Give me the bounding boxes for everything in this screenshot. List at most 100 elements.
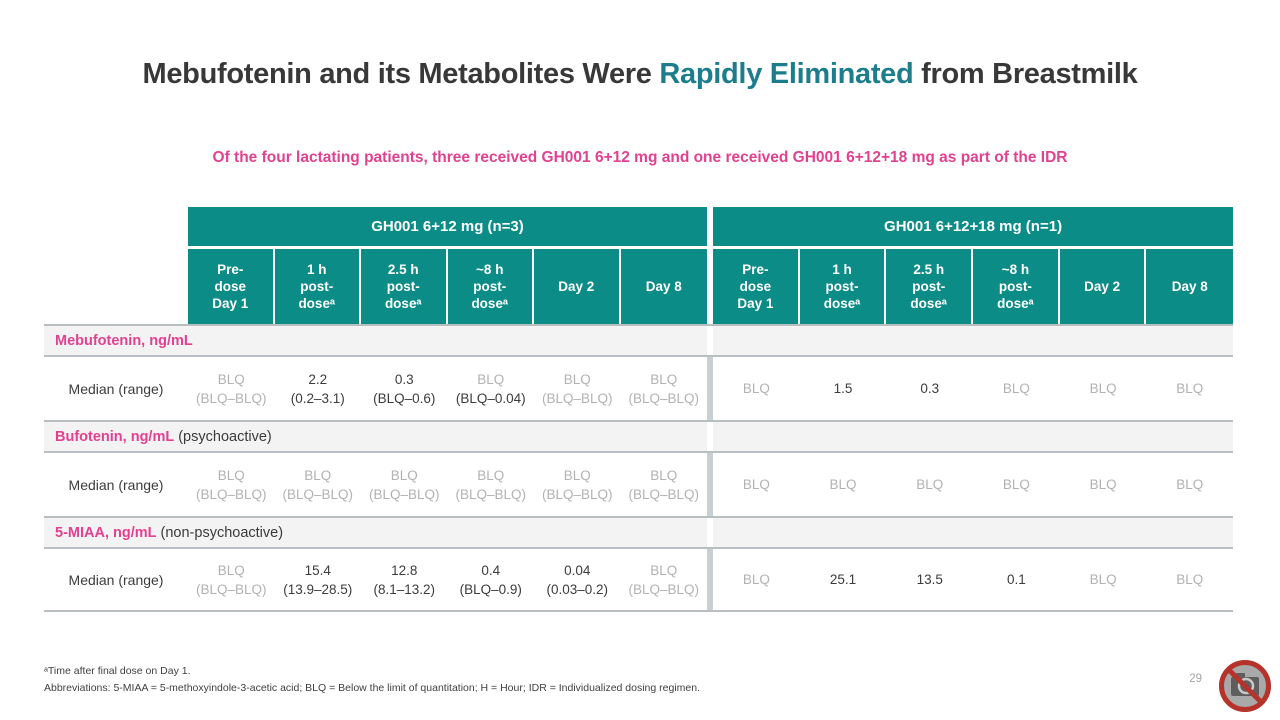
value-cell: 15.4 (13.9–28.5) <box>275 549 362 610</box>
footnote-line: ᵃTime after final dose on Day 1. <box>44 665 191 677</box>
value-cell: BLQ <box>1060 357 1147 420</box>
section-row: Bufotenin, ng/mL (psychoactive) <box>44 420 1234 451</box>
value-cell: 13.5 <box>886 549 973 610</box>
range-value: (BLQ–0.9) <box>459 581 522 597</box>
median-value: 1.5 <box>833 381 853 396</box>
median-value: BLQ <box>650 467 678 483</box>
value-cell: 25.1 <box>800 549 887 610</box>
median-value: BLQ <box>1089 381 1117 396</box>
median-value: 0.04 <box>564 562 591 578</box>
value-cell: 0.3 <box>886 357 973 420</box>
column-header: Day 2 <box>534 249 621 324</box>
section-subtitle: (non-psychoactive) <box>156 524 284 541</box>
group-divider-bar <box>707 549 713 610</box>
range-value: (BLQ–BLQ) <box>195 390 267 406</box>
median-value: 0.4 <box>481 562 501 578</box>
table-row: Median (range) BLQ (BLQ–BLQ) 2.2 (0.2–3.1) 0.… <box>44 355 1233 420</box>
value-cell: BLQ (BLQ–BLQ) <box>621 549 708 610</box>
value-cell: BLQ <box>800 453 887 516</box>
value-cell: BLQ (BLQ–BLQ) <box>188 549 275 610</box>
median-value: BLQ <box>916 477 944 492</box>
value-cell: BLQ <box>1146 453 1233 516</box>
value-cell: BLQ <box>973 453 1060 516</box>
median-value: BLQ <box>217 562 245 578</box>
median-value: 0.3 <box>920 381 940 396</box>
median-value: 12.8 <box>391 562 418 578</box>
value-cell: BLQ (BLQ–BLQ) <box>188 453 275 516</box>
median-value: BLQ <box>742 572 770 587</box>
subtitle: Of the four lactating patients, three re… <box>212 149 1068 166</box>
group-divider <box>707 518 713 547</box>
value-cell: BLQ <box>713 357 800 420</box>
column-header: 1 h post- doseᵃ <box>274 249 361 324</box>
title-text-end: from Breastmilk <box>913 58 1138 90</box>
range-value: (0.03–0.2) <box>546 581 609 597</box>
value-cell: BLQ <box>1060 549 1147 610</box>
value-cell: BLQ (BLQ–0.04) <box>448 357 535 420</box>
value-cell: BLQ <box>713 453 800 516</box>
column-header: Pre- dose Day 1 <box>713 249 800 324</box>
value-cell: BLQ (BLQ–BLQ) <box>621 357 708 420</box>
range-value: (8.1–13.2) <box>373 581 436 597</box>
range-value: (13.9–28.5) <box>283 581 353 597</box>
row-label: Median (range) <box>68 571 164 588</box>
median-value: BLQ <box>1089 477 1117 492</box>
range-value: (BLQ–BLQ) <box>368 486 440 502</box>
range-value: (0.2–3.1) <box>290 390 345 406</box>
value-cell: BLQ (BLQ–BLQ) <box>448 453 535 516</box>
median-value: BLQ <box>650 562 678 578</box>
group-divider-bar <box>707 453 713 516</box>
range-value: (BLQ–BLQ) <box>455 486 527 502</box>
section-header: Bufotenin, ng/mL (psychoactive) <box>44 422 707 451</box>
value-cell: 1.5 <box>800 357 887 420</box>
value-cell: 0.4 (BLQ–0.9) <box>448 549 535 610</box>
median-value: 13.5 <box>916 572 943 587</box>
median-value: 25.1 <box>829 572 857 587</box>
column-header: ~8 h post- doseᵃ <box>973 249 1060 324</box>
range-value: (BLQ–0.04) <box>455 390 526 406</box>
median-value: 0.1 <box>1007 572 1026 587</box>
median-value: BLQ <box>217 371 245 387</box>
median-value: BLQ <box>829 477 857 492</box>
corner-spacer <box>44 249 188 324</box>
group-header-left: GH001 6+12 mg (n=3) <box>188 207 707 249</box>
median-value: 0.3 <box>394 371 414 387</box>
median-value: BLQ <box>1176 572 1204 587</box>
range-value: (BLQ–BLQ) <box>282 486 354 502</box>
title-text: Mebufotenin and its Metabolites Were <box>142 58 660 90</box>
median-value: BLQ <box>650 371 678 387</box>
title-highlight: Rapidly Eliminated <box>659 58 914 90</box>
group-divider <box>707 326 713 355</box>
median-value: BLQ <box>217 467 245 483</box>
value-cell: 0.1 <box>973 549 1060 610</box>
value-cell: BLQ <box>713 549 800 610</box>
value-cell: BLQ (BLQ–BLQ) <box>534 357 621 420</box>
value-cell: BLQ (BLQ–BLQ) <box>188 357 275 420</box>
no-image-placeholder-icon <box>1219 660 1271 712</box>
section-title: Mebufotenin, ng/mL <box>55 332 193 349</box>
section-title: Bufotenin, ng/mL <box>55 428 175 445</box>
results-table: GH001 6+12 mg (n=3) GH001 6+12+18 mg (n=… <box>44 207 1234 612</box>
section-header-fill <box>713 518 1234 547</box>
value-cell: 12.8 (8.1–13.2) <box>361 549 448 610</box>
range-value: (BLQ–0.6) <box>373 390 436 406</box>
column-header: Day 2 <box>1059 249 1147 324</box>
median-value: BLQ <box>742 477 770 492</box>
column-header: Day 8 <box>1146 249 1234 324</box>
value-cell: 2.2 (0.2–3.1) <box>275 357 362 420</box>
section-subtitle: (psychoactive) <box>174 428 272 445</box>
column-header: Day 8 <box>620 249 707 324</box>
range-value: (BLQ–BLQ) <box>195 486 267 502</box>
row-label: Median (range) <box>68 380 164 397</box>
row-label: Median (range) <box>68 476 164 493</box>
section-title: 5-MIAA, ng/mL <box>55 524 157 541</box>
range-value: (BLQ–BLQ) <box>628 581 700 597</box>
value-cell: 0.3 (BLQ–0.6) <box>361 357 448 420</box>
column-header: Pre- dose Day 1 <box>188 249 275 324</box>
section-header: 5-MIAA, ng/mL (non-psychoactive) <box>44 518 707 547</box>
group-divider <box>707 422 713 451</box>
median-value: BLQ <box>1176 381 1204 396</box>
median-value: BLQ <box>1089 572 1117 587</box>
median-value: BLQ <box>477 371 505 387</box>
